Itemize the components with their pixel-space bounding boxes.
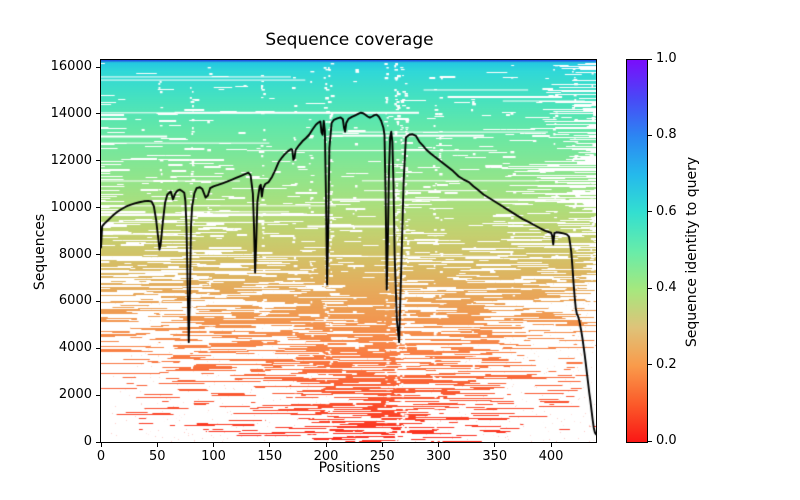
colorbar-tick-mark [648, 134, 652, 136]
colorbar-tick-mark [648, 58, 652, 60]
x-tick-label: 350 [482, 449, 508, 464]
x-tick-mark [213, 443, 214, 447]
y-tick-label: 14000 [50, 105, 92, 121]
y-tick-label: 6000 [58, 293, 92, 309]
y-tick-label: 8000 [58, 246, 92, 262]
x-tick-mark [494, 443, 496, 447]
y-tick-mark [96, 347, 100, 349]
x-tick-mark [325, 443, 327, 447]
plot-area [100, 59, 597, 443]
y-tick-label: 4000 [58, 340, 92, 356]
y-tick-mark [96, 66, 100, 68]
y-tick-mark [96, 160, 100, 162]
x-tick-label: 150 [257, 449, 283, 464]
y-tick-mark [96, 113, 100, 115]
colorbar-tick-label: 0.0 [656, 433, 677, 448]
x-tick-label: 100 [201, 449, 226, 464]
x-tick-mark [269, 443, 271, 447]
x-tick-label: 200 [313, 449, 339, 464]
x-tick-label: 250 [369, 449, 395, 464]
x-axis-label: Positions [318, 460, 381, 476]
chart-title: Sequence coverage [265, 30, 434, 50]
colorbar-tick-mark [648, 287, 652, 289]
x-tick-label: 50 [148, 449, 166, 464]
colorbar-tick-label: 1.0 [656, 51, 677, 66]
msa-coverage-heatmap [101, 60, 596, 442]
colorbar-tick-mark [648, 364, 652, 366]
y-tick-label: 16000 [50, 59, 92, 75]
colorbar-label: Sequence identity to query [684, 156, 700, 348]
y-tick-mark [96, 441, 100, 443]
colorbar-tick-label: 0.4 [656, 280, 677, 296]
colorbar-tick-label: 0.6 [656, 203, 677, 219]
x-tick-mark [156, 443, 158, 447]
y-tick-label: 2000 [58, 387, 92, 403]
x-tick-label: 0 [96, 449, 106, 464]
y-tick-mark [96, 207, 100, 209]
x-tick-mark [381, 443, 383, 447]
colorbar-tick-label: 0.8 [656, 127, 677, 143]
x-tick-mark [550, 443, 552, 447]
y-tick-mark [96, 394, 100, 396]
x-tick-label: 300 [426, 449, 451, 464]
y-tick-mark [96, 254, 100, 255]
x-tick-mark [100, 443, 102, 447]
x-tick-label: 400 [538, 449, 564, 464]
y-tick-label: 0 [83, 434, 92, 449]
y-tick-mark [96, 300, 100, 302]
colorbar-tick-mark [648, 440, 652, 442]
colorbar-tick-mark [648, 211, 652, 213]
x-tick-mark [438, 443, 439, 447]
colorbar-tick-label: 0.2 [656, 356, 677, 372]
colorbar [626, 59, 648, 443]
y-tick-label: 12000 [50, 152, 92, 168]
y-tick-label: 10000 [50, 199, 92, 215]
